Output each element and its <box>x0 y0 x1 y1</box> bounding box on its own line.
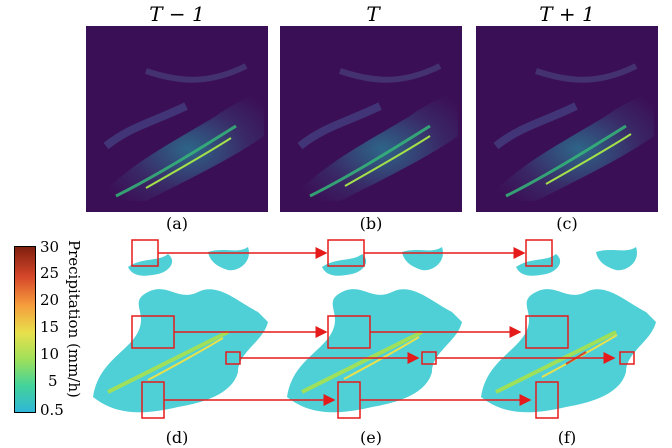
colorbar-tick-15: 15 <box>40 318 60 336</box>
colorbar <box>14 246 36 413</box>
colorbar-tick-0-5: 0.5 <box>40 401 64 419</box>
colorbar-tick-5: 5 <box>48 372 58 390</box>
title-t-minus-1: T − 1 <box>149 2 205 26</box>
caption-d: (d) <box>165 428 189 447</box>
colorbar-tick-10: 10 <box>40 345 60 363</box>
colorbar-tick-20: 20 <box>40 291 60 309</box>
caption-e: (e) <box>360 428 382 447</box>
caption-b: (b) <box>359 214 383 233</box>
panel-c-heatmap <box>476 26 658 212</box>
colorbar-tick-25: 25 <box>40 264 60 282</box>
title-t-plus-1: T + 1 <box>539 2 595 26</box>
title-t: T <box>366 2 380 26</box>
caption-a: (a) <box>165 214 189 233</box>
panel-f-precip-map <box>481 239 656 419</box>
caption-c: (c) <box>556 214 578 233</box>
caption-f: (f) <box>557 428 577 447</box>
colorbar-tick-30: 30 <box>40 238 60 256</box>
panel-b-heatmap <box>280 26 462 212</box>
panel-a-heatmap <box>86 26 268 212</box>
